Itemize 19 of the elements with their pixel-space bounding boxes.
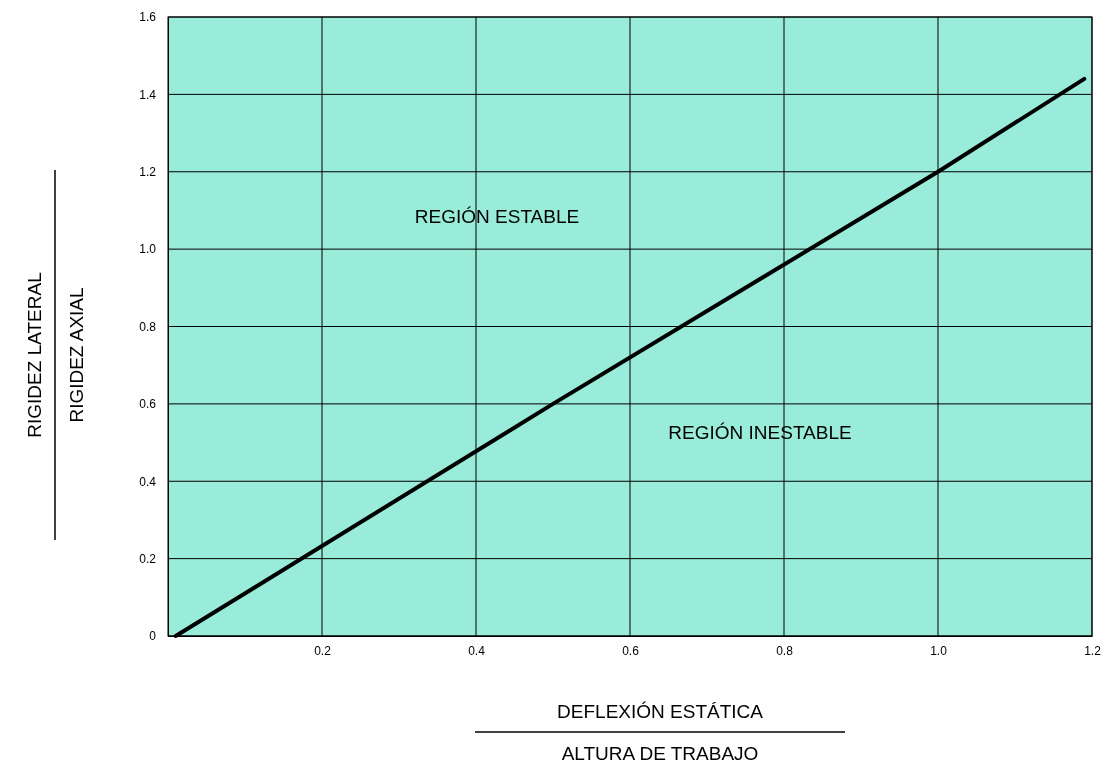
annotation: REGIÓN ESTABLE: [414, 206, 580, 228]
annotation: REGIÓN INESTABLE: [668, 422, 852, 444]
y-tick-label: 1.2: [139, 165, 157, 180]
y-tick-label: 0: [149, 629, 157, 644]
y-tick-label: 1.4: [139, 87, 157, 102]
y-axis-title: RIGIDEZ LATERAL RIGIDEZ AXIAL: [24, 272, 87, 438]
x-tick-label: 0.4: [468, 643, 486, 658]
x-tick-label: 0.6: [622, 643, 640, 658]
y-tick-label: 0.8: [139, 319, 157, 334]
y-tick-label: 1.6: [139, 10, 157, 25]
x-tick-label: 0.2: [314, 643, 332, 658]
y-tick-label: 1.0: [139, 242, 157, 257]
y-tick-label: 0.6: [139, 397, 157, 412]
x-tick-label: 1.2: [1084, 643, 1102, 658]
x-tick-label: 1.0: [930, 643, 948, 658]
y-tick-label: 0.2: [139, 551, 157, 566]
x-axis-title: DEFLEXIÓN ESTÁTICA ALTURA DE TRABAJO: [557, 701, 764, 764]
y-tick-label: 0.4: [139, 474, 157, 489]
x-tick-label: 0.8: [776, 643, 794, 658]
